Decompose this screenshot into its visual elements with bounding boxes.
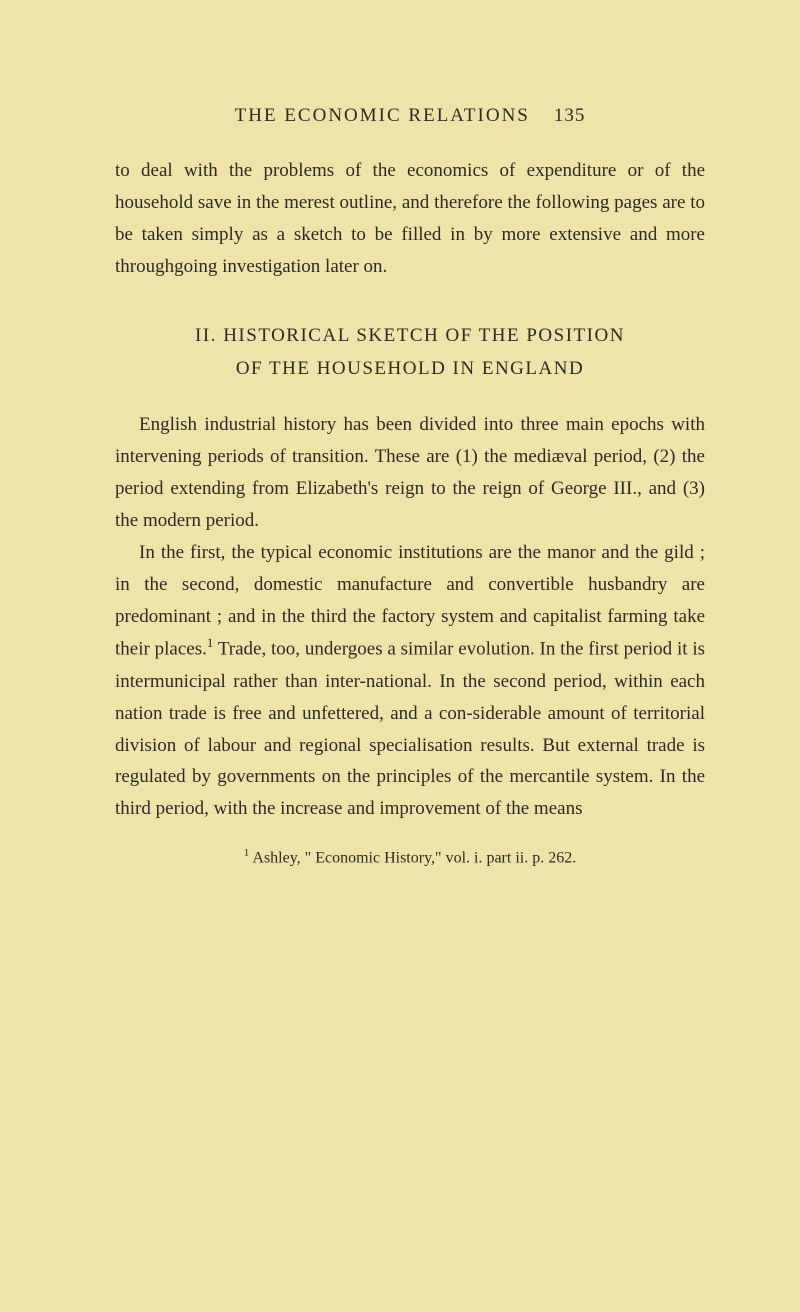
section-heading-line-2: OF THE HOUSEHOLD IN ENGLAND <box>115 352 705 385</box>
running-header: THE ECONOMIC RELATIONS 135 <box>115 105 705 127</box>
footnote: 1 Ashley, " Economic History," vol. i. p… <box>115 845 705 870</box>
paragraph-3: In the first, the typical economic insti… <box>115 537 705 825</box>
section-heading: II. HISTORICAL SKETCH OF THE POSITION OF… <box>115 319 705 386</box>
section-heading-line-1: II. HISTORICAL SKETCH OF THE POSITION <box>115 319 705 352</box>
header-title: THE ECONOMIC RELATIONS <box>235 105 530 126</box>
paragraph-1: to deal with the problems of the economi… <box>115 155 705 283</box>
para3-text-after: Trade, too, undergoes a similar evolutio… <box>115 639 705 820</box>
footnote-text: Ashley, " Economic History," vol. i. par… <box>249 850 576 867</box>
paragraph-2: English industrial history has been divi… <box>115 409 705 537</box>
page-number: 135 <box>554 105 586 126</box>
section-break <box>115 283 705 319</box>
